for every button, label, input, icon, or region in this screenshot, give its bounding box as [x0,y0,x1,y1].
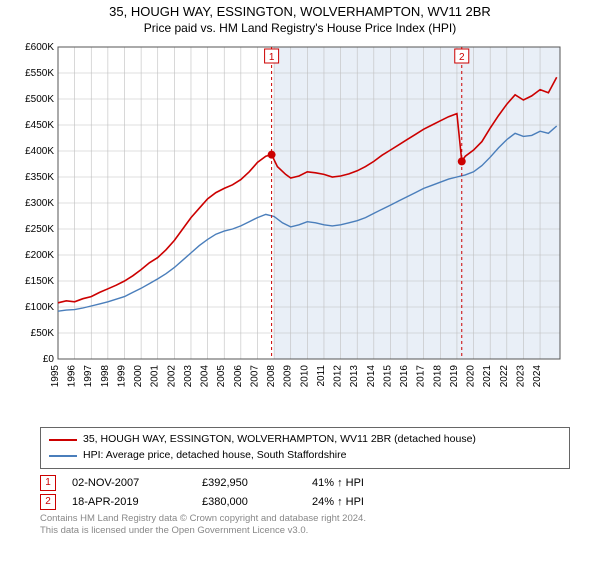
footer-line: This data is licensed under the Open Gov… [40,525,570,537]
svg-text:1999: 1999 [116,365,127,388]
svg-text:2020: 2020 [466,365,477,388]
svg-text:2019: 2019 [449,365,460,388]
svg-text:2008: 2008 [266,365,277,388]
svg-text:2003: 2003 [183,365,194,388]
svg-text:£450K: £450K [25,120,54,131]
svg-text:2009: 2009 [283,365,294,388]
svg-text:2010: 2010 [299,365,310,388]
svg-text:£50K: £50K [31,328,55,339]
svg-text:£400K: £400K [25,146,54,157]
sale-price: £392,950 [202,477,312,489]
legend-swatch-hpi [49,455,77,457]
sale-marker-icon: 1 [40,475,56,491]
svg-text:2007: 2007 [249,365,260,388]
page-title: 35, HOUGH WAY, ESSINGTON, WOLVERHAMPTON,… [0,4,600,19]
sale-marker-icon: 2 [40,494,56,510]
table-row: 1 02-NOV-2007 £392,950 41% ↑ HPI [40,475,570,491]
svg-text:2013: 2013 [349,365,360,388]
svg-text:2004: 2004 [200,365,211,388]
svg-text:2: 2 [459,52,465,63]
footer-attribution: Contains HM Land Registry data © Crown c… [40,513,570,538]
svg-text:2023: 2023 [515,365,526,388]
sale-delta: 24% ↑ HPI [312,496,412,508]
svg-text:2016: 2016 [399,365,410,388]
svg-text:2011: 2011 [316,365,327,387]
svg-text:1995: 1995 [50,365,61,388]
svg-text:1: 1 [269,52,275,63]
svg-text:2024: 2024 [532,365,543,388]
svg-text:1997: 1997 [83,365,94,388]
legend-label-hpi: HPI: Average price, detached house, Sout… [83,448,346,464]
svg-text:£150K: £150K [25,276,54,287]
legend: 35, HOUGH WAY, ESSINGTON, WOLVERHAMPTON,… [40,427,570,469]
sale-date: 18-APR-2019 [72,496,202,508]
svg-text:£500K: £500K [25,94,54,105]
legend-label-property: 35, HOUGH WAY, ESSINGTON, WOLVERHAMPTON,… [83,432,476,448]
svg-text:2012: 2012 [333,365,344,388]
sale-date: 02-NOV-2007 [72,477,202,489]
svg-text:2015: 2015 [382,365,393,388]
svg-text:1998: 1998 [100,365,111,388]
svg-text:2005: 2005 [216,365,227,388]
svg-text:2022: 2022 [499,365,510,388]
page-subtitle: Price paid vs. HM Land Registry's House … [0,21,600,35]
sale-price: £380,000 [202,496,312,508]
svg-text:£300K: £300K [25,198,54,209]
svg-text:2000: 2000 [133,365,144,388]
svg-text:£600K: £600K [25,42,54,53]
table-row: 2 18-APR-2019 £380,000 24% ↑ HPI [40,494,570,510]
sale-delta: 41% ↑ HPI [312,477,412,489]
svg-text:2021: 2021 [482,365,493,388]
svg-text:2017: 2017 [416,365,427,388]
svg-text:£250K: £250K [25,224,54,235]
svg-text:£350K: £350K [25,172,54,183]
svg-text:£550K: £550K [25,68,54,79]
svg-text:£0: £0 [43,354,55,365]
svg-text:2014: 2014 [366,365,377,388]
legend-swatch-property [49,439,77,441]
price-chart: £0 £50K £100K £150K £200K £250K £300K £350K £400… [10,39,590,419]
svg-text:2002: 2002 [166,365,177,388]
legend-row-hpi: HPI: Average price, detached house, Sout… [49,448,561,464]
legend-row-property: 35, HOUGH WAY, ESSINGTON, WOLVERHAMPTON,… [49,432,561,448]
svg-text:2018: 2018 [432,365,443,388]
footer-line: Contains HM Land Registry data © Crown c… [40,513,570,525]
svg-text:1996: 1996 [67,365,78,388]
svg-text:2006: 2006 [233,365,244,388]
svg-text:£200K: £200K [25,250,54,261]
sales-table: 1 02-NOV-2007 £392,950 41% ↑ HPI 2 18-AP… [40,475,570,510]
svg-text:£100K: £100K [25,302,54,313]
svg-text:2001: 2001 [150,365,161,388]
